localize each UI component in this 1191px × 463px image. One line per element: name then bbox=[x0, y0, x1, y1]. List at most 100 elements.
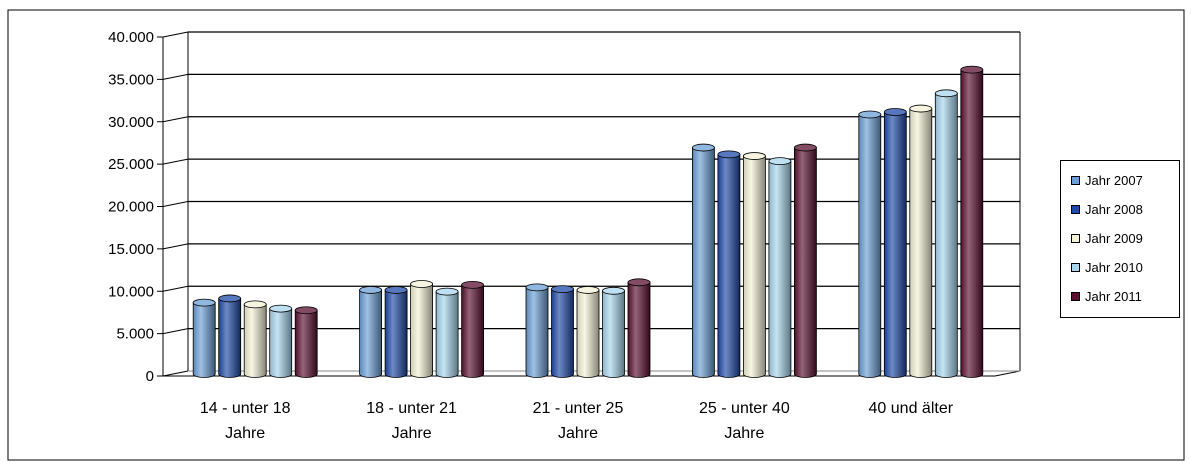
bar-top bbox=[858, 110, 882, 119]
legend-item: Jahr 2011 bbox=[1071, 287, 1142, 305]
bar-body bbox=[909, 108, 933, 378]
bar-top bbox=[717, 150, 741, 159]
bar-body bbox=[794, 147, 817, 378]
bar-top bbox=[461, 280, 485, 289]
legend-swatch bbox=[1071, 204, 1080, 214]
bar bbox=[909, 104, 933, 378]
legend-swatch bbox=[1071, 233, 1080, 243]
bar-body bbox=[960, 69, 984, 378]
bar-body bbox=[717, 153, 741, 378]
bar bbox=[768, 157, 792, 378]
chart-border bbox=[7, 9, 1185, 461]
bar-top bbox=[768, 157, 792, 166]
x-tick-label: 25 - unter 40 bbox=[699, 400, 790, 417]
legend-item: Jahr 2007 bbox=[1071, 171, 1143, 189]
bar-top bbox=[218, 294, 242, 303]
x-tick-label: Jahre bbox=[724, 425, 764, 442]
bar bbox=[743, 152, 766, 378]
x-tick-label: 40 und älter bbox=[869, 400, 954, 417]
bar bbox=[384, 286, 408, 378]
legend-label: Jahr 2009 bbox=[1085, 230, 1143, 246]
bar bbox=[359, 286, 383, 378]
bar bbox=[576, 286, 600, 378]
x-tick-label: 18 - unter 21 bbox=[366, 400, 457, 417]
bar-body bbox=[294, 309, 318, 378]
legend-item: Jahr 2008 bbox=[1071, 200, 1143, 218]
bar-top bbox=[359, 286, 383, 294]
gridline-side bbox=[162, 73, 189, 80]
bar-body bbox=[192, 302, 216, 378]
y-tick-label: 30.000 bbox=[108, 114, 154, 131]
y-tick-label: 25.000 bbox=[108, 156, 154, 173]
bar-top bbox=[410, 280, 434, 288]
y-tick-label: 5.000 bbox=[116, 326, 154, 343]
gridline-side bbox=[162, 201, 189, 207]
bar bbox=[435, 287, 459, 378]
legend-swatch bbox=[1071, 262, 1080, 272]
bar bbox=[243, 300, 267, 378]
bar-top bbox=[576, 286, 600, 294]
y-tick-label: 15.000 bbox=[108, 241, 154, 258]
bar bbox=[692, 143, 715, 378]
legend-label: Jahr 2010 bbox=[1085, 259, 1143, 275]
bar-body bbox=[435, 291, 459, 378]
bar-top bbox=[692, 143, 715, 152]
y-tick-label: 20.000 bbox=[108, 199, 154, 216]
gridline-side bbox=[162, 158, 189, 165]
bar-body bbox=[410, 283, 433, 378]
floor-right-edge bbox=[994, 370, 1021, 377]
bar-body bbox=[243, 303, 267, 378]
gridline-side bbox=[162, 116, 189, 123]
bar-top bbox=[551, 285, 574, 293]
gridline-side bbox=[162, 328, 189, 335]
legend-label: Jahr 2007 bbox=[1085, 172, 1143, 188]
bar-top bbox=[909, 104, 933, 113]
y-tick-label: 35.000 bbox=[108, 71, 154, 88]
bar-top bbox=[627, 278, 651, 287]
bar-body bbox=[359, 289, 382, 378]
legend-swatch bbox=[1071, 175, 1080, 185]
y-tick-label: 0 bbox=[146, 368, 154, 385]
bar-body bbox=[627, 281, 651, 378]
bar-body bbox=[384, 289, 408, 378]
bar-top bbox=[883, 108, 907, 116]
x-axis-ticks: 14 - unter 18 Jahre 18 - unter 21 Jahre 21 -… bbox=[200, 400, 954, 442]
bar-body bbox=[576, 289, 600, 378]
bar bbox=[934, 89, 958, 378]
bar bbox=[883, 108, 907, 378]
bar bbox=[269, 304, 293, 378]
bar-body bbox=[269, 308, 293, 378]
y-tick-label: 40.000 bbox=[108, 29, 154, 46]
x-tick-label: Jahre bbox=[392, 425, 432, 442]
legend-item: Jahr 2010 bbox=[1071, 258, 1143, 276]
bar-body bbox=[768, 160, 792, 378]
bar bbox=[192, 298, 216, 378]
bar-body bbox=[551, 288, 574, 378]
gridline-side bbox=[162, 243, 189, 250]
bar-body bbox=[858, 114, 882, 378]
gridlines bbox=[162, 31, 1020, 377]
bar-body bbox=[218, 298, 242, 378]
bar-top bbox=[384, 286, 408, 294]
legend-item: Jahr 2009 bbox=[1071, 229, 1143, 247]
bar-top bbox=[602, 286, 625, 295]
bar bbox=[410, 280, 434, 378]
bar-top bbox=[794, 143, 817, 152]
bar-body bbox=[602, 290, 625, 378]
bar bbox=[551, 285, 574, 378]
bar-top bbox=[960, 65, 984, 74]
bar bbox=[294, 306, 318, 378]
bar-body bbox=[743, 155, 766, 378]
gridline-side bbox=[162, 285, 189, 292]
bar bbox=[525, 283, 549, 378]
bar-top bbox=[243, 300, 267, 309]
x-tick-label: Jahre bbox=[558, 425, 598, 442]
bar bbox=[960, 65, 984, 378]
bar-body bbox=[692, 147, 715, 378]
legend-swatch bbox=[1071, 291, 1080, 301]
bar-top bbox=[435, 287, 459, 296]
legend-label: Jahr 2011 bbox=[1085, 288, 1142, 304]
bar-body bbox=[525, 287, 549, 378]
legend: Jahr 2007 Jahr 2008 Jahr 2009 Jahr 2010 Jahr… bbox=[1060, 160, 1180, 318]
